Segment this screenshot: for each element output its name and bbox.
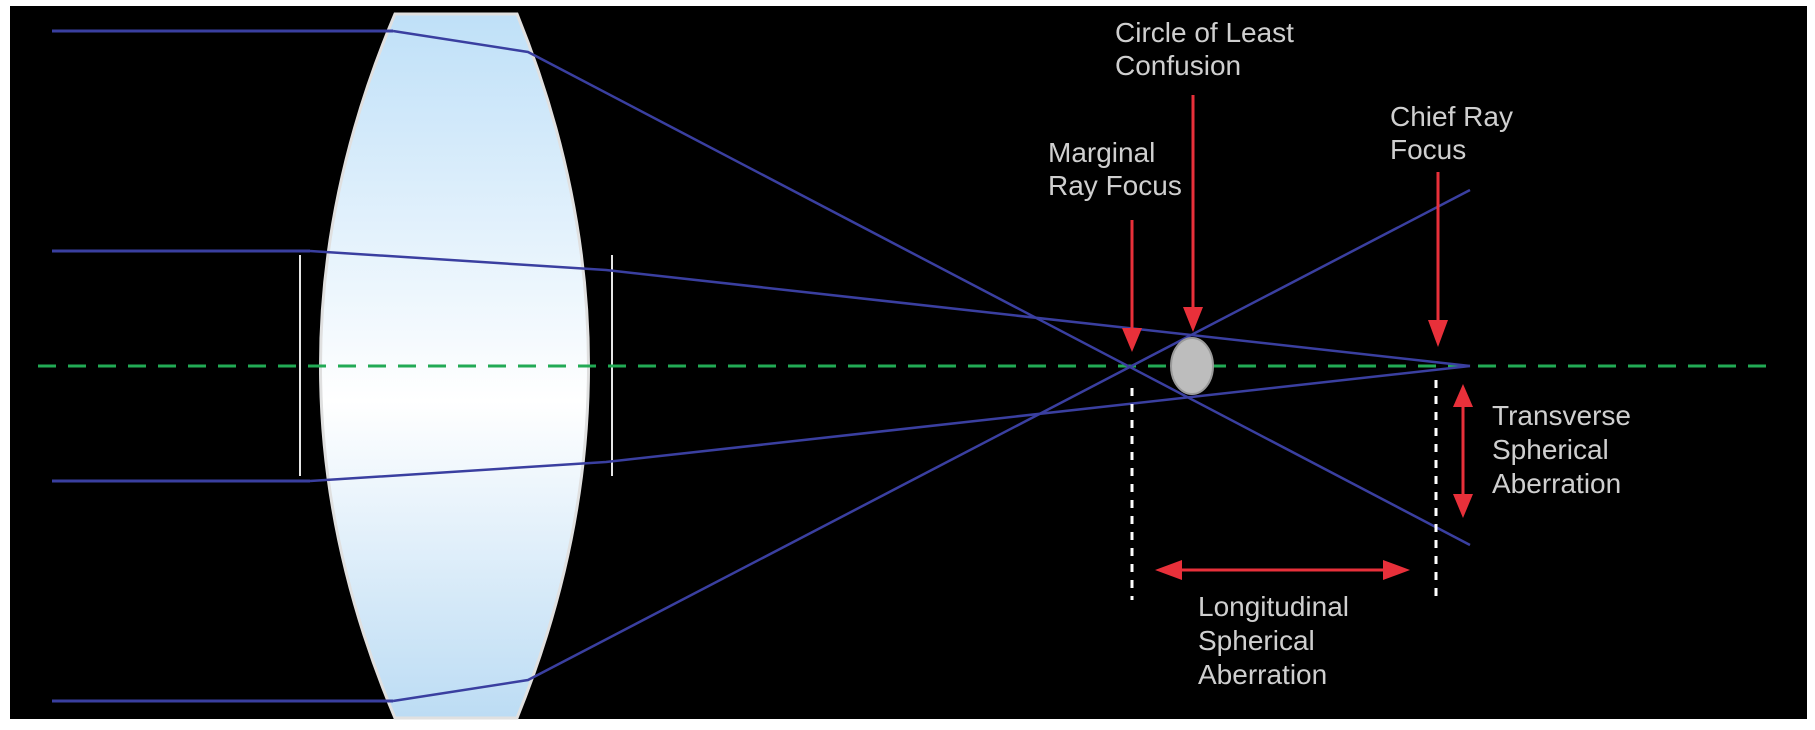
label-longitudinal-spherical-aberration: Longitudinal Spherical Aberration	[1198, 591, 1357, 690]
background	[10, 6, 1807, 719]
circle-of-least-confusion-disk	[1170, 337, 1214, 395]
label-chief-ray-focus: Chief Ray Focus	[1390, 101, 1521, 165]
red-arrows	[1122, 95, 1473, 580]
refracted-rays	[309, 29, 1471, 703]
marginal-ray-bottom	[392, 188, 1471, 703]
guide-lines	[1130, 380, 1438, 600]
label-transverse-spherical-aberration: Transverse Spherical Aberration	[1492, 400, 1639, 499]
marginal-focus-arrow	[1122, 220, 1142, 352]
transverse-aberration-arrow	[1453, 384, 1473, 518]
labels: Circle of Least Confusion Marginal Ray F…	[1048, 17, 1639, 690]
label-circle-of-least-confusion: Circle of Least Confusion	[1115, 17, 1302, 81]
marginal-ray-top	[392, 29, 1471, 547]
paraxial-ray-upper	[309, 249, 1471, 368]
chief-focus-arrow	[1428, 172, 1448, 347]
incoming-rays	[52, 29, 393, 703]
least-confusion-arrow	[1183, 95, 1203, 332]
label-marginal-ray-focus: Marginal Ray Focus	[1048, 137, 1182, 201]
longitudinal-aberration-arrow	[1155, 560, 1410, 580]
paraxial-ray-lower	[309, 364, 1471, 483]
lens	[319, 12, 590, 720]
